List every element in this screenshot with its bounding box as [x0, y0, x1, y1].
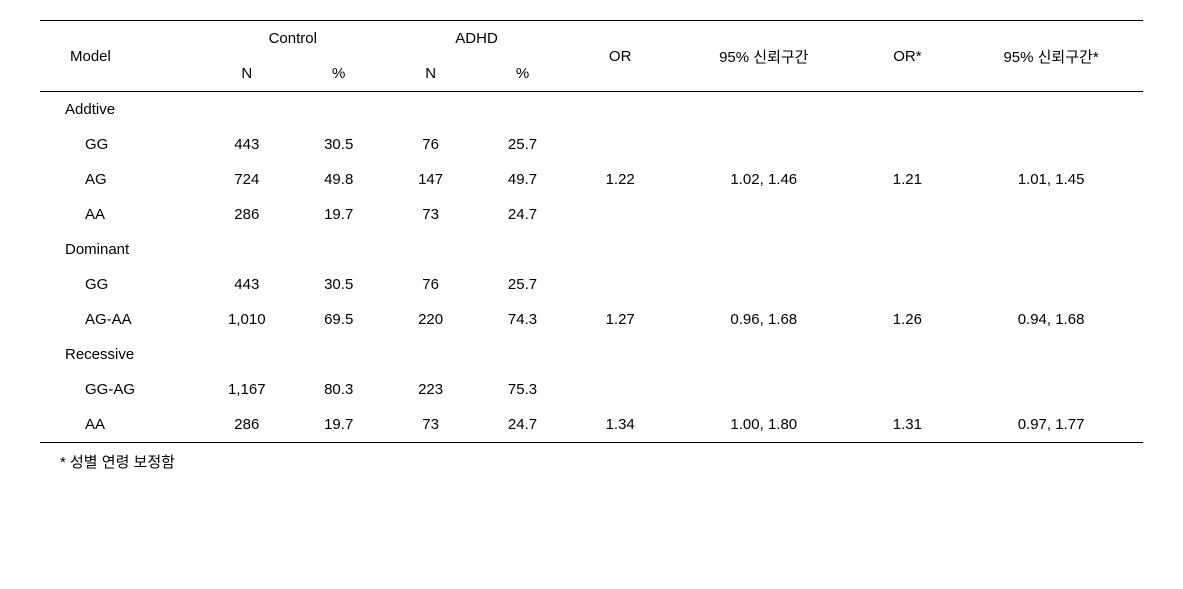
ci-adj-value: [959, 372, 1143, 407]
control-pct: 49.8: [293, 162, 385, 197]
control-n: 443: [201, 127, 293, 162]
adhd-n: 76: [385, 127, 477, 162]
row-label: AA: [40, 407, 201, 443]
group-name: Recessive: [40, 337, 1143, 372]
control-pct: 80.3: [293, 372, 385, 407]
header-control: Control: [201, 21, 385, 57]
header-control-pct: %: [293, 56, 385, 92]
table-row: GG44330.57625.7: [40, 127, 1143, 162]
or-value: [568, 127, 671, 162]
or-value: [568, 372, 671, 407]
header-row-1: Model Control ADHD OR 95% 신뢰구간 OR* 95% 신…: [40, 21, 1143, 57]
adhd-n: 73: [385, 407, 477, 443]
row-label: AG-AA: [40, 302, 201, 337]
ci-adj-value: [959, 127, 1143, 162]
or-value: 1.22: [568, 162, 671, 197]
group-name: Addtive: [40, 92, 1143, 128]
adhd-pct: 49.7: [477, 162, 569, 197]
group-name: Dominant: [40, 232, 1143, 267]
table-row: GG44330.57625.7: [40, 267, 1143, 302]
control-n: 1,010: [201, 302, 293, 337]
row-label: AA: [40, 197, 201, 232]
or-adj-value: [856, 267, 959, 302]
adhd-pct: 75.3: [477, 372, 569, 407]
control-n: 286: [201, 197, 293, 232]
row-label: AG: [40, 162, 201, 197]
table-header: Model Control ADHD OR 95% 신뢰구간 OR* 95% 신…: [40, 21, 1143, 92]
control-n: 724: [201, 162, 293, 197]
ci-adj-value: [959, 267, 1143, 302]
control-pct: 19.7: [293, 407, 385, 443]
regression-table-container: Model Control ADHD OR 95% 신뢰구간 OR* 95% 신…: [40, 20, 1143, 472]
ci-value: 1.02, 1.46: [672, 162, 856, 197]
ci-value: [672, 267, 856, 302]
control-n: 1,167: [201, 372, 293, 407]
row-label: GG: [40, 127, 201, 162]
ci-value: 0.96, 1.68: [672, 302, 856, 337]
header-ci-adj: 95% 신뢰구간*: [959, 21, 1143, 92]
control-pct: 30.5: [293, 127, 385, 162]
or-value: 1.27: [568, 302, 671, 337]
group-header-row: Recessive: [40, 337, 1143, 372]
or-adj-value: 1.21: [856, 162, 959, 197]
table-row: AA28619.77324.7: [40, 197, 1143, 232]
table-row: AG72449.814749.71.221.02, 1.461.211.01, …: [40, 162, 1143, 197]
adhd-n: 73: [385, 197, 477, 232]
or-adj-value: [856, 127, 959, 162]
adhd-n: 220: [385, 302, 477, 337]
or-value: [568, 197, 671, 232]
adhd-pct: 24.7: [477, 407, 569, 443]
header-or-adj: OR*: [856, 21, 959, 92]
or-adj-value: 1.26: [856, 302, 959, 337]
adhd-n: 147: [385, 162, 477, 197]
row-label: GG: [40, 267, 201, 302]
group-header-row: Dominant: [40, 232, 1143, 267]
adhd-pct: 25.7: [477, 267, 569, 302]
header-adhd-pct: %: [477, 56, 569, 92]
ci-value: 1.00, 1.80: [672, 407, 856, 443]
ci-value: [672, 197, 856, 232]
header-adhd: ADHD: [385, 21, 569, 57]
ci-adj-value: 0.94, 1.68: [959, 302, 1143, 337]
ci-adj-value: [959, 197, 1143, 232]
or-value: 1.34: [568, 407, 671, 443]
header-adhd-n: N: [385, 56, 477, 92]
or-value: [568, 267, 671, 302]
table-footnote: * 성별 연령 보정함: [40, 451, 1143, 472]
adhd-pct: 24.7: [477, 197, 569, 232]
regression-table: Model Control ADHD OR 95% 신뢰구간 OR* 95% 신…: [40, 20, 1143, 443]
table-row: GG-AG1,16780.322375.3: [40, 372, 1143, 407]
ci-adj-value: 1.01, 1.45: [959, 162, 1143, 197]
control-n: 443: [201, 267, 293, 302]
control-n: 286: [201, 407, 293, 443]
row-label: GG-AG: [40, 372, 201, 407]
control-pct: 19.7: [293, 197, 385, 232]
table-row: AA28619.77324.71.341.00, 1.801.310.97, 1…: [40, 407, 1143, 443]
control-pct: 69.5: [293, 302, 385, 337]
adhd-pct: 25.7: [477, 127, 569, 162]
header-control-n: N: [201, 56, 293, 92]
control-pct: 30.5: [293, 267, 385, 302]
adhd-pct: 74.3: [477, 302, 569, 337]
header-ci: 95% 신뢰구간: [672, 21, 856, 92]
ci-value: [672, 372, 856, 407]
group-header-row: Addtive: [40, 92, 1143, 128]
or-adj-value: [856, 372, 959, 407]
table-body: AddtiveGG44330.57625.7AG72449.814749.71.…: [40, 92, 1143, 443]
ci-adj-value: 0.97, 1.77: [959, 407, 1143, 443]
header-model: Model: [40, 21, 201, 92]
or-adj-value: 1.31: [856, 407, 959, 443]
header-or: OR: [568, 21, 671, 92]
ci-value: [672, 127, 856, 162]
table-row: AG-AA1,01069.522074.31.270.96, 1.681.260…: [40, 302, 1143, 337]
adhd-n: 76: [385, 267, 477, 302]
or-adj-value: [856, 197, 959, 232]
adhd-n: 223: [385, 372, 477, 407]
